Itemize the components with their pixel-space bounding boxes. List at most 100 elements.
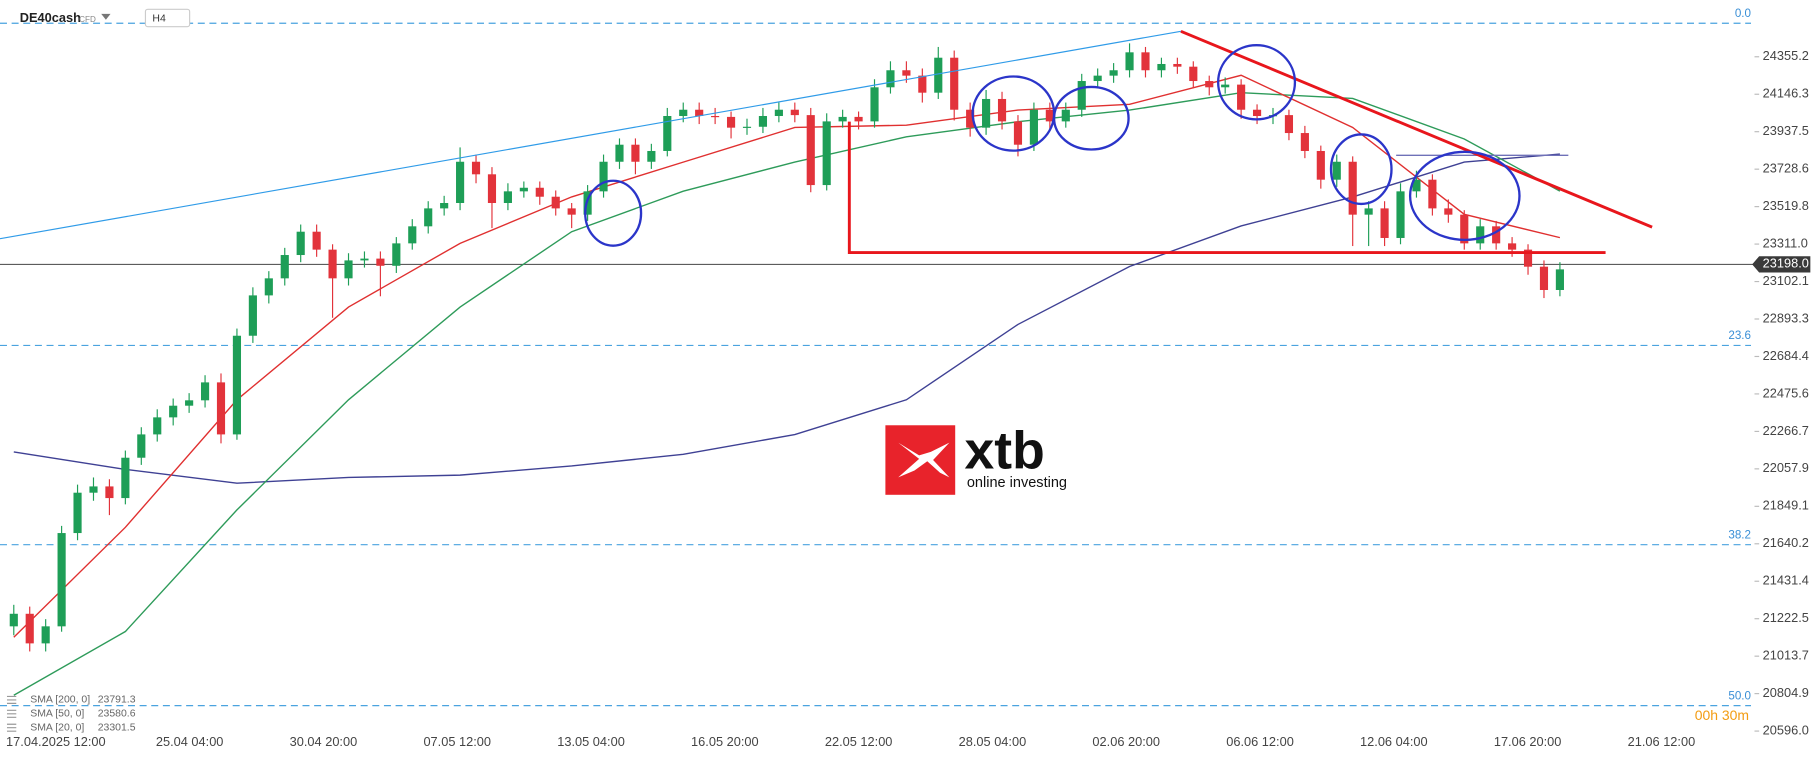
candle-body [1157,63,1166,71]
sma-line [13,153,1560,484]
candle-body [424,208,433,227]
candle-body [695,109,704,117]
candle-body [838,116,847,122]
candle-body [934,57,943,93]
candle-body [1332,161,1341,180]
y-tick-label: 20596.0 [1763,722,1809,737]
x-tick-label: 16.05 20:00 [691,734,759,749]
highlight-circle [1408,150,1521,242]
fib-level-label: 0.0 [1735,7,1751,20]
y-tick-label: 23728.6 [1763,161,1809,176]
candle-body [551,196,560,209]
candle-body [1173,63,1182,67]
dropdown-arrow[interactable] [101,13,111,20]
y-tick-label: 21849.1 [1763,498,1809,513]
candle-body [567,208,576,215]
candle-body [726,116,736,128]
y-tick-label: 24355.2 [1763,48,1809,63]
symbol[interactable]: DE40cash [20,10,81,25]
candle-body [312,231,321,250]
candle-body [503,191,512,204]
candle-body [982,98,991,128]
candle-body [1412,179,1421,192]
logo-icon [898,442,950,478]
fib-level-label: 38.2 [1728,529,1751,542]
x-tick-label: 07.05 12:00 [423,734,491,749]
candle-body [1045,109,1054,122]
candle-body [1252,109,1262,117]
candle-body [758,116,768,127]
candle-body [41,626,50,644]
candle-body [392,243,401,266]
candle-body [328,249,337,279]
logo-tagline: online investing [967,475,1067,491]
x-tick-label: 13.05 04:00 [557,734,625,749]
candle-body [1380,208,1389,238]
candle-body [1364,208,1373,215]
highlight-circle [1052,85,1130,151]
candle-body [376,258,385,266]
candle-body [1237,84,1246,110]
candle-body [73,492,82,534]
y-tick-label: 22684.4 [1763,348,1809,363]
candle-body [1523,249,1533,267]
x-tick-label: 12.06 04:00 [1360,734,1428,749]
candle-body [1221,84,1230,88]
candle-body [1013,121,1023,145]
legend-value: 23791.3 [98,695,136,706]
legend-name: SMA [50, 0] [30,709,84,720]
candle-body [663,116,672,151]
candle-body [153,417,162,435]
sma-line [13,91,1561,696]
candle-body [1093,75,1102,82]
candle-body [169,405,178,418]
candle-body [105,486,114,499]
candle-body [631,144,640,162]
candle-body [535,187,544,197]
candle-body [248,295,257,336]
candle-body [9,613,18,627]
y-tick-label: 23937.5 [1763,123,1809,138]
legend-name: SMA [20, 0] [30,722,84,733]
x-tick-label: 17.04.2025 12:00 [6,734,106,749]
timeframe[interactable]: H4 [152,13,166,24]
candle-body [1284,115,1294,134]
annotations [0,29,1653,255]
candle-body [216,382,226,435]
legend-icon [6,695,17,704]
candle-body [408,226,417,244]
candle-body [471,161,481,175]
fib-level-label: 50.0 [1728,689,1751,702]
candle-body [185,400,194,406]
candle-body [1460,214,1469,244]
candle-countdown: 00h 30m [1695,707,1749,723]
candle-body [1428,179,1437,209]
x-tick-label: 28.05 04:00 [959,734,1027,749]
candle-body [440,203,449,209]
resistance-line [1180,29,1653,229]
candle-body [854,116,863,122]
y-tick-label: 21013.7 [1763,648,1809,663]
header: DE40cash CFD H4 [20,8,191,28]
legend-icon [6,709,17,718]
y-tick-label: 21431.4 [1763,573,1809,588]
timeframe-button[interactable] [144,8,191,28]
candle-body [1061,109,1070,122]
x-tick-label: 21.06 12:00 [1628,734,1696,749]
y-tick-label: 22475.6 [1763,385,1809,400]
candle-body [1109,70,1118,76]
candle-body [997,98,1007,122]
logo: xtb online investing [885,421,1067,495]
y-tick-label: 22266.7 [1763,423,1809,438]
candle-body [647,150,656,162]
trendline [0,30,1182,240]
candle-body [599,161,608,192]
candle-body [806,115,815,186]
x-tick-label: 02.06 20:00 [1092,734,1160,749]
candle-body [822,121,831,186]
candle-body [200,382,210,401]
candle-body [1508,243,1517,250]
candle-body [615,144,624,162]
candle-body [232,335,242,435]
